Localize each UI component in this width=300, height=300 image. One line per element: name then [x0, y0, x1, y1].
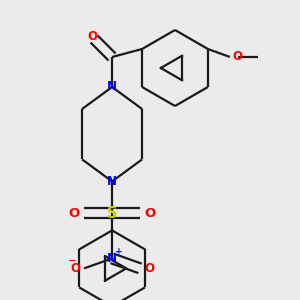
- Text: −: −: [68, 255, 76, 266]
- Text: O: O: [232, 50, 242, 64]
- Text: O: O: [144, 262, 154, 275]
- Text: O: O: [70, 262, 80, 275]
- Text: O: O: [87, 31, 97, 44]
- Text: S: S: [107, 206, 117, 221]
- Text: N: N: [107, 252, 117, 265]
- Text: O: O: [144, 207, 155, 220]
- Text: +: +: [115, 247, 123, 256]
- Text: O: O: [69, 207, 80, 220]
- Text: N: N: [107, 175, 117, 188]
- Text: N: N: [107, 80, 117, 94]
